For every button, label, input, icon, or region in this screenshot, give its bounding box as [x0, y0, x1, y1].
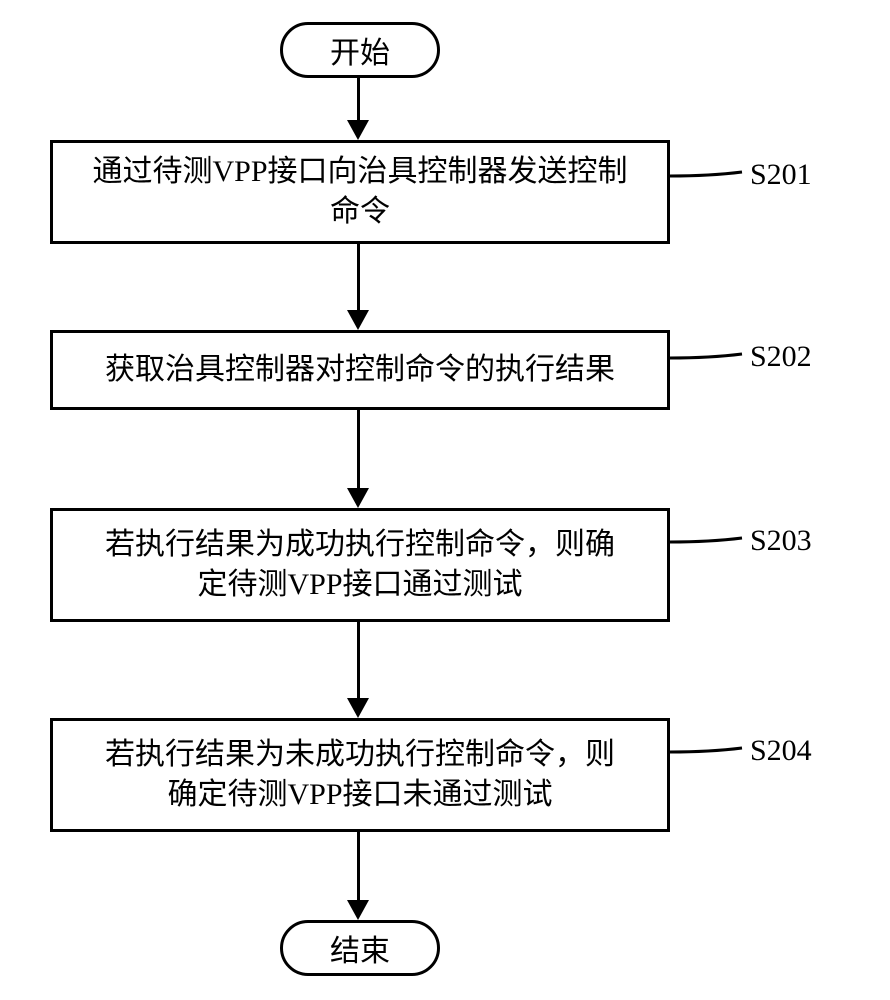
- arrowhead-s204: [347, 698, 369, 718]
- label-s203: S203: [750, 524, 812, 558]
- connector-start-s201: [357, 78, 360, 122]
- step-s201: 通过待测VPP接口向治具控制器发送控制 命令: [50, 140, 670, 244]
- label-s202: S202: [750, 340, 812, 374]
- step-s203: 若执行结果为成功执行控制命令，则确 定待测VPP接口通过测试: [50, 508, 670, 622]
- step-s202-text: 获取治具控制器对控制命令的执行结果: [105, 350, 615, 391]
- terminator-end-label: 结束: [330, 926, 390, 970]
- arrowhead-end: [347, 900, 369, 920]
- connector-s204-end: [357, 832, 360, 902]
- arrowhead-s202: [347, 310, 369, 330]
- label-s201: S201: [750, 158, 812, 192]
- label-s204: S204: [750, 734, 812, 768]
- terminator-end: 结束: [280, 920, 440, 976]
- connector-s201-s202: [357, 244, 360, 312]
- step-s204: 若执行结果为未成功执行控制命令，则 确定待测VPP接口未通过测试: [50, 718, 670, 832]
- terminator-start-label: 开始: [330, 28, 390, 72]
- connector-s202-s203: [357, 410, 360, 490]
- connector-s203-s204: [357, 622, 360, 700]
- terminator-start: 开始: [280, 22, 440, 78]
- flowchart-canvas: 开始 通过待测VPP接口向治具控制器发送控制 命令 获取治具控制器对控制命令的执…: [0, 0, 890, 1000]
- arrowhead-s201: [347, 120, 369, 140]
- step-s202: 获取治具控制器对控制命令的执行结果: [50, 330, 670, 410]
- step-s201-text: 通过待测VPP接口向治具控制器发送控制 命令: [92, 152, 627, 233]
- step-s203-text: 若执行结果为成功执行控制命令，则确 定待测VPP接口通过测试: [105, 525, 615, 606]
- arrowhead-s203: [347, 488, 369, 508]
- step-s204-text: 若执行结果为未成功执行控制命令，则 确定待测VPP接口未通过测试: [105, 735, 615, 816]
